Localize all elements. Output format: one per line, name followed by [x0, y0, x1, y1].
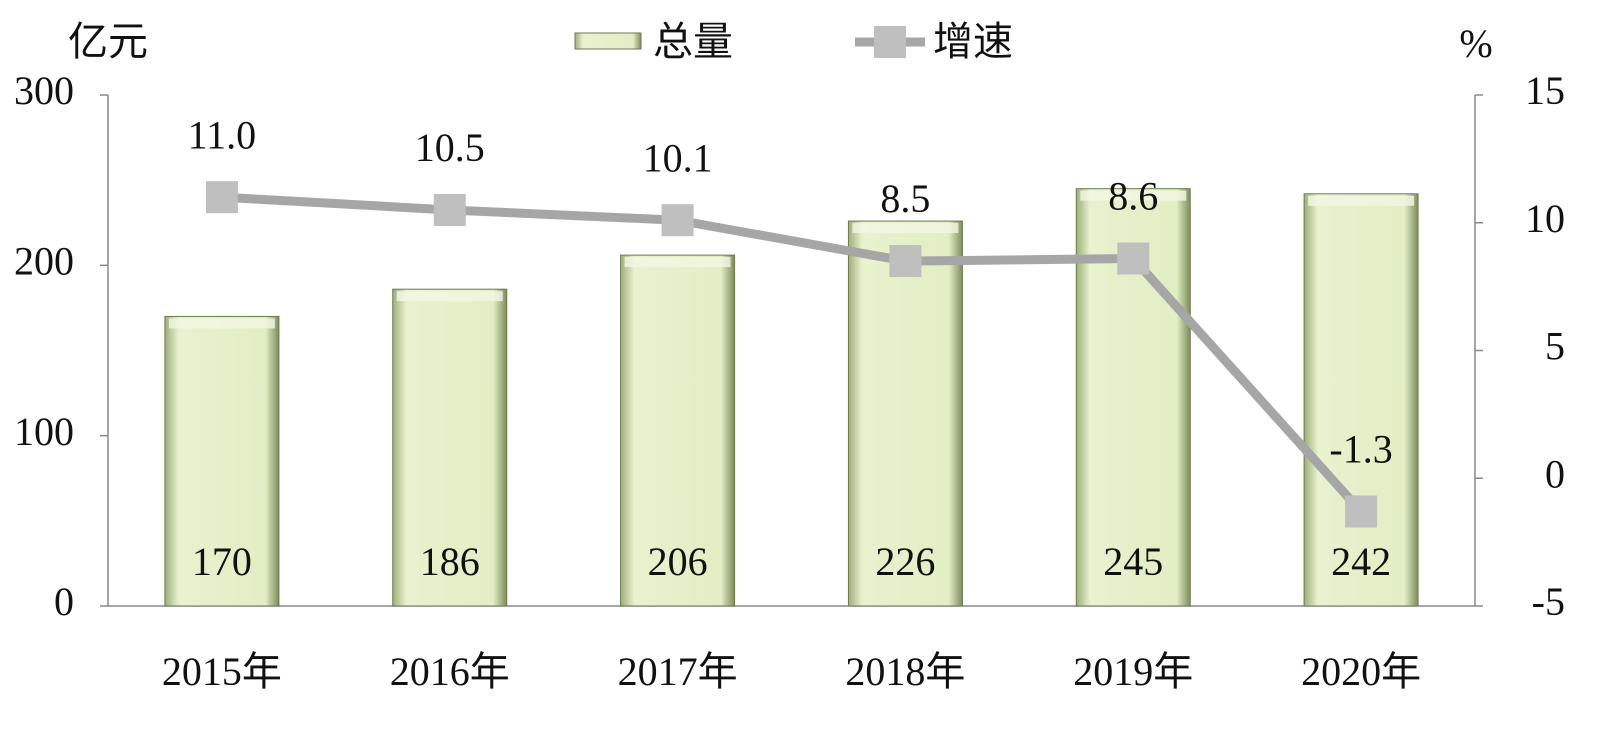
y-axis-title: 亿元 — [68, 19, 148, 64]
x-tick-label: 2018年 — [845, 649, 965, 694]
bar — [1303, 193, 1419, 607]
bar-value-label: 170 — [192, 539, 252, 584]
x-tick-label: 2019年 — [1073, 649, 1193, 694]
bar-value-label: 186 — [420, 539, 480, 584]
y2-tick-label: 10 — [1525, 196, 1565, 241]
bar-value-label: 226 — [875, 539, 935, 584]
line-marker — [1117, 242, 1150, 275]
legend-swatch — [574, 32, 642, 50]
bar-top — [1308, 195, 1415, 206]
line-value-label: 8.5 — [880, 176, 930, 221]
line-value-label: -1.3 — [1329, 427, 1392, 472]
bar-value-label: 245 — [1103, 539, 1163, 584]
y2-tick-label: -5 — [1532, 579, 1565, 624]
line-value-label: 8.6 — [1108, 174, 1158, 219]
line-value-label: 10.5 — [415, 125, 485, 170]
x-tick-label: 2015年 — [162, 649, 282, 694]
y2-tick-label: 15 — [1525, 68, 1565, 113]
y2-tick-label: 5 — [1545, 324, 1565, 369]
bar — [164, 315, 280, 607]
line — [221, 192, 1365, 515]
line-marker — [1345, 495, 1378, 528]
bar — [392, 288, 508, 607]
line-marker — [205, 181, 238, 214]
y-tick-label: 0 — [54, 579, 74, 624]
bar-value-label: 242 — [1331, 539, 1391, 584]
x-tick-label: 2017年 — [618, 649, 738, 694]
line-marker — [889, 245, 922, 278]
bar-top — [1080, 190, 1187, 201]
legend-label: 增速 — [933, 19, 1013, 64]
y2-axis-title: % — [1459, 21, 1492, 66]
x-tick-label: 2016年 — [390, 649, 510, 694]
line-marker — [661, 204, 694, 237]
line-marker — [433, 193, 466, 226]
y2-tick-label: 0 — [1545, 451, 1565, 496]
line-value-label: 11.0 — [188, 112, 257, 157]
legend-swatch — [874, 26, 906, 58]
bar-value-label: 206 — [648, 539, 708, 584]
legend-label: 总量 — [653, 19, 733, 64]
bar-top — [168, 318, 275, 329]
line-value-label: 10.1 — [643, 135, 713, 180]
y-tick-label: 300 — [14, 68, 74, 113]
bar — [847, 220, 963, 607]
bar-top — [624, 257, 731, 268]
bar — [620, 254, 736, 607]
y-tick-label: 200 — [14, 239, 74, 284]
bar-top — [396, 291, 503, 302]
x-tick-label: 2020年 — [1301, 649, 1421, 694]
y-tick-label: 100 — [14, 409, 74, 454]
bar-top — [852, 223, 959, 234]
